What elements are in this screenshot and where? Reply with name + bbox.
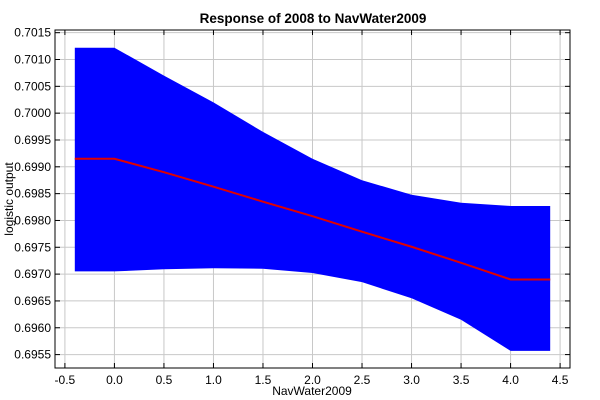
y-tick-label: 0.6960 <box>14 321 51 335</box>
y-axis: 0.6955 0.6960 0.6965 0.6970 0.6975 0.6980 0.69… <box>14 26 570 362</box>
x-tick-label: 3.5 <box>453 373 470 387</box>
x-tick-label: 1.5 <box>255 373 272 387</box>
x-tick-label: 4.0 <box>502 373 519 387</box>
y-tick-label: 0.6980 <box>14 213 51 227</box>
x-tick-label: -0.5 <box>55 373 76 387</box>
y-tick-label: 0.7010 <box>14 53 51 67</box>
y-tick-label: 0.6990 <box>14 160 51 174</box>
y-tick-label: 0.6975 <box>14 240 51 254</box>
y-tick-label: 0.6955 <box>14 348 51 362</box>
x-tick-label: 3.0 <box>403 373 420 387</box>
chart-title: Response of 2008 to NavWater2009 <box>200 11 427 26</box>
x-tick-label: 4.5 <box>552 373 569 387</box>
confidence-band <box>74 47 551 351</box>
y-tick-label: 0.6995 <box>14 133 51 147</box>
response-line <box>74 157 551 281</box>
confidence-band-layer <box>74 47 551 351</box>
x-tick-label: 2.0 <box>304 373 321 387</box>
y-tick-label: 0.7015 <box>14 26 51 40</box>
x-axis: -0.5 0.0 0.5 1.0 1.5 2.0 2.5 3.0 3.5 4.0 4.5 <box>55 30 569 387</box>
y-tick-label: 0.7005 <box>14 79 51 93</box>
y-tick-label: 0.6965 <box>14 294 51 308</box>
x-tick-label: 2.5 <box>354 373 371 387</box>
response-line-layer <box>74 157 551 281</box>
x-axis-label: NavWater2009 <box>272 384 352 398</box>
y-axis-label: logistic output <box>2 162 16 236</box>
y-tick-label: 0.6985 <box>14 187 51 201</box>
x-tick-label: 0.5 <box>156 373 173 387</box>
y-tick-label: 0.7000 <box>14 106 51 120</box>
x-tick-label: 1.0 <box>205 373 222 387</box>
y-tick-label: 0.6970 <box>14 267 51 281</box>
x-tick-label: 0.0 <box>106 373 123 387</box>
